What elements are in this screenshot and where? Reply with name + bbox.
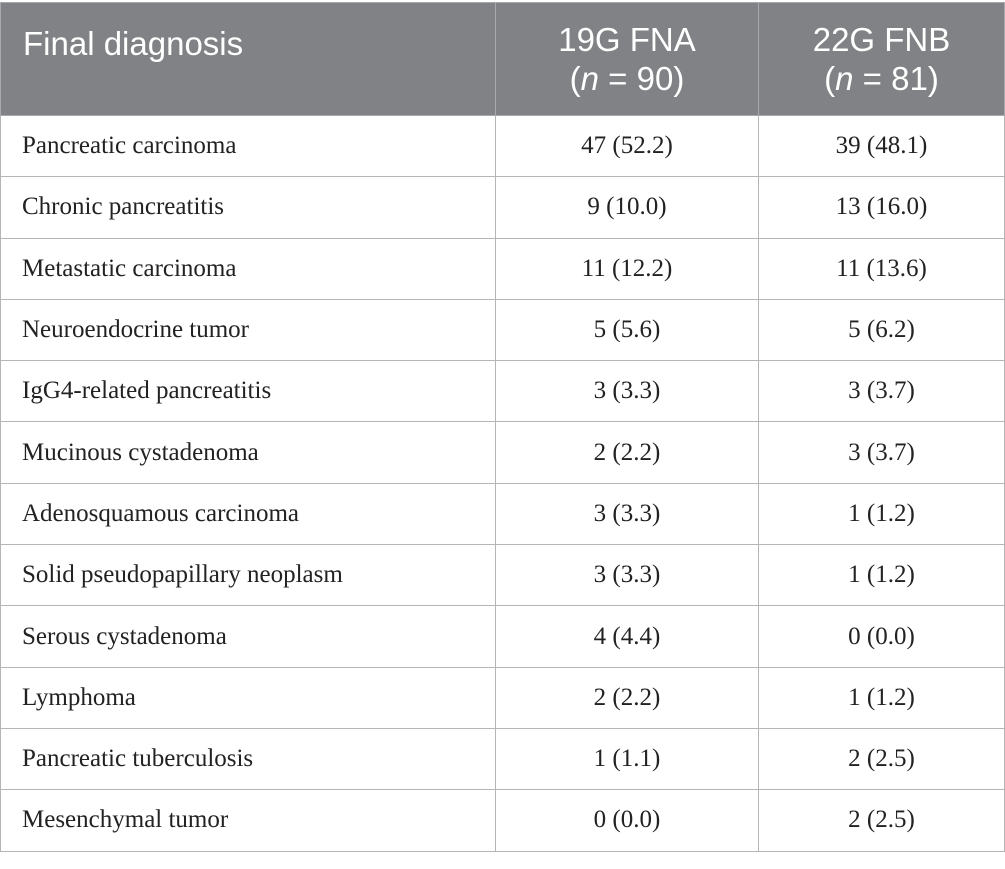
fnb-cell: 3 (3.7): [758, 421, 1005, 484]
table-row: Solid pseudopapillary neoplasm 3 (3.3) 1…: [0, 544, 1005, 607]
header-19g-fna-name: 19G FNA: [558, 21, 696, 58]
fnb-cell: 1 (1.2): [758, 544, 1005, 607]
diagnosis-cell: Adenosquamous carcinoma: [0, 482, 496, 546]
fnb-cell: 2 (2.5): [758, 727, 1005, 791]
fna-cell: 3 (3.3): [495, 482, 759, 546]
table-header: Final diagnosis 19G FNA (n = 90) 22G FNB…: [0, 2, 1005, 116]
header-19g-fna-open-paren: (: [569, 60, 581, 97]
fna-cell: 5 (5.6): [495, 298, 759, 362]
fna-cell: 11 (12.2): [495, 237, 759, 300]
table-row: Pancreatic carcinoma 47 (52.2) 39 (48.1): [0, 114, 1005, 178]
fna-cell: 0 (0.0): [495, 789, 759, 852]
diagnosis-cell: Solid pseudopapillary neoplasm: [0, 544, 496, 607]
table-row: Metastatic carcinoma 11 (12.2) 11 (13.6): [0, 237, 1005, 300]
fnb-cell: 5 (6.2): [758, 298, 1005, 362]
header-final-diagnosis: Final diagnosis: [0, 2, 496, 116]
table-row: Pancreatic tuberculosis 1 (1.1) 2 (2.5): [0, 727, 1005, 791]
diagnosis-table: Final diagnosis 19G FNA (n = 90) 22G FNB…: [0, 2, 1005, 852]
diagnosis-cell: Metastatic carcinoma: [0, 237, 496, 300]
header-22g-fnb-n-symbol: n: [835, 60, 854, 97]
fna-cell: 3 (3.3): [495, 360, 759, 423]
table-row: Neuroendocrine tumor 5 (5.6) 5 (6.2): [0, 298, 1005, 362]
header-19g-fna-count: (n = 90): [496, 59, 758, 98]
header-22g-fnb-n-value: = 81): [853, 60, 939, 97]
header-19g-fna-n-symbol: n: [580, 60, 600, 97]
header-22g-fnb-open-paren: (: [824, 60, 836, 97]
diagnosis-cell: Lymphoma: [0, 666, 496, 729]
header-22g-fnb-count: (n = 81): [759, 59, 1004, 98]
fnb-cell: 2 (2.5): [758, 789, 1005, 852]
table-row: Mucinous cystadenoma 2 (2.2) 3 (3.7): [0, 421, 1005, 484]
fnb-cell: 3 (3.7): [758, 360, 1005, 423]
fna-cell: 2 (2.2): [495, 666, 759, 729]
diagnosis-cell: Mesenchymal tumor: [0, 789, 496, 852]
diagnosis-cell: Chronic pancreatitis: [0, 176, 496, 239]
fnb-cell: 0 (0.0): [758, 605, 1005, 668]
diagnosis-cell: IgG4-related pancreatitis: [0, 360, 496, 423]
diagnosis-cell: Pancreatic carcinoma: [0, 114, 496, 178]
table-row: Chronic pancreatitis 9 (10.0) 13 (16.0): [0, 176, 1005, 239]
diagnosis-cell: Serous cystadenoma: [0, 605, 496, 668]
fna-cell: 1 (1.1): [495, 727, 759, 791]
table-row: IgG4-related pancreatitis 3 (3.3) 3 (3.7…: [0, 360, 1005, 423]
fnb-cell: 1 (1.2): [758, 482, 1005, 546]
diagnosis-cell: Mucinous cystadenoma: [0, 421, 496, 484]
fna-cell: 4 (4.4): [495, 605, 759, 668]
header-22g-fnb-name: 22G FNB: [812, 21, 951, 58]
diagnosis-cell: Neuroendocrine tumor: [0, 298, 496, 362]
fnb-cell: 13 (16.0): [758, 176, 1005, 239]
table-row: Lymphoma 2 (2.2) 1 (1.2): [0, 666, 1005, 729]
fna-cell: 9 (10.0): [495, 176, 759, 239]
fna-cell: 47 (52.2): [495, 114, 759, 178]
table-row: Serous cystadenoma 4 (4.4) 0 (0.0): [0, 605, 1005, 668]
fnb-cell: 39 (48.1): [758, 114, 1005, 178]
fna-cell: 3 (3.3): [495, 544, 759, 607]
header-22g-fnb: 22G FNB (n = 81): [758, 2, 1005, 116]
header-row: Final diagnosis 19G FNA (n = 90) 22G FNB…: [0, 2, 1005, 116]
table-body: Pancreatic carcinoma 47 (52.2) 39 (48.1)…: [0, 114, 1005, 852]
header-19g-fna: 19G FNA (n = 90): [495, 2, 759, 116]
table-row: Mesenchymal tumor 0 (0.0) 2 (2.5): [0, 789, 1005, 852]
fnb-cell: 1 (1.2): [758, 666, 1005, 729]
fnb-cell: 11 (13.6): [758, 237, 1005, 300]
header-19g-fna-n-value: = 90): [599, 60, 685, 97]
table-row: Adenosquamous carcinoma 3 (3.3) 1 (1.2): [0, 482, 1005, 546]
diagnosis-cell: Pancreatic tuberculosis: [0, 727, 496, 791]
fna-cell: 2 (2.2): [495, 421, 759, 484]
